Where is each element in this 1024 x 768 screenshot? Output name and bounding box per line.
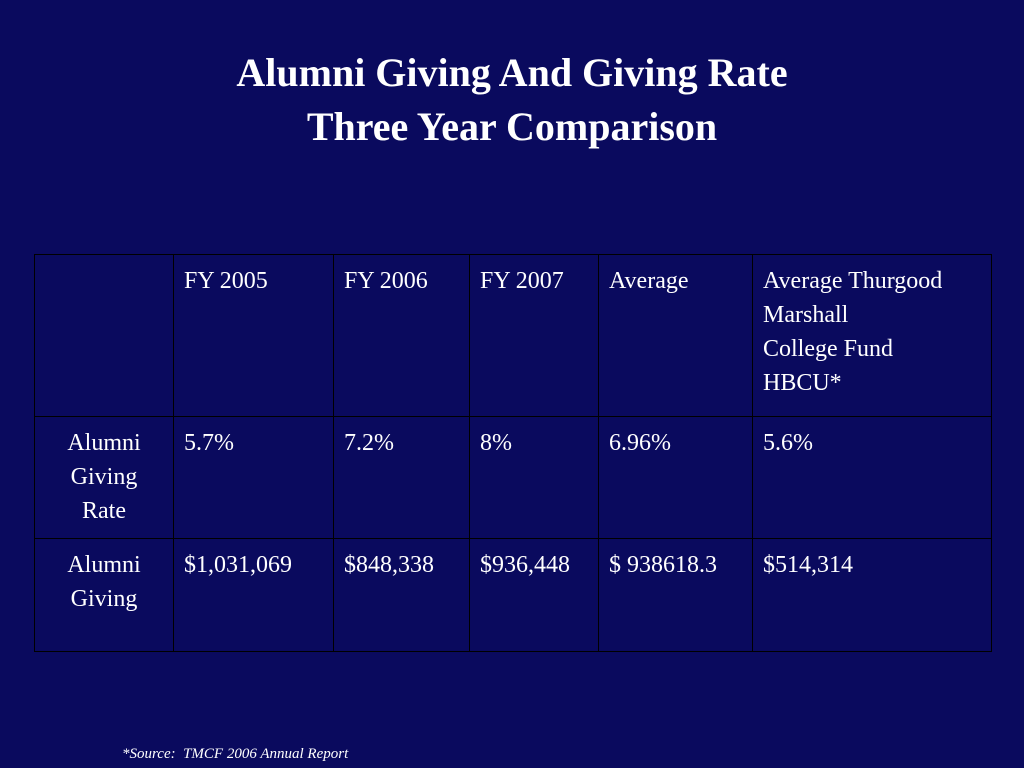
alumni-giving-label-line-1: Alumni (67, 552, 141, 578)
alumni-giving-label-line-2: Giving (70, 586, 138, 612)
giving-rate-hbcu: 5.6% (752, 416, 992, 539)
header-cell-blank (34, 254, 174, 417)
alumni-giving-fy2006: $848,338 (333, 538, 470, 652)
table-header-row: FY 2005 FY 2006 FY 2007 Average Average … (34, 254, 992, 417)
header-cell-fy2007: FY 2007 (469, 254, 599, 417)
header-cell-fy2005: FY 2005 (173, 254, 334, 417)
title-line-2: Three Year Comparison (306, 104, 718, 149)
giving-rate-label-line-2: Giving (70, 464, 138, 490)
source-footnote: *Source: TMCF 2006 Annual Report (122, 746, 349, 762)
alumni-giving-average: $ 938618.3 (598, 538, 753, 652)
giving-rate-average: 6.96% (598, 416, 753, 539)
giving-rate-label-line-3: Rate (82, 498, 126, 524)
alumni-giving-fy2007: $936,448 (469, 538, 599, 652)
hbcu-header-line-3: College Fund (763, 336, 893, 362)
hbcu-header-line-2: Marshall (763, 302, 849, 328)
giving-rate-fy2006: 7.2% (333, 416, 470, 539)
slide-title: Alumni Giving And Giving Rate Three Year… (0, 46, 1024, 154)
header-cell-fy2006: FY 2006 (333, 254, 470, 417)
comparison-table: FY 2005 FY 2006 FY 2007 Average Average … (34, 254, 992, 652)
table-row-giving-rate: Alumni Giving Rate 5.7% 7.2% 8% 6.96% 5.… (34, 416, 992, 539)
title-line-1: Alumni Giving And Giving Rate (236, 50, 788, 95)
giving-rate-label-line-1: Alumni (67, 430, 141, 456)
row-label-alumni-giving: Alumni Giving (34, 538, 174, 652)
table-row-alumni-giving: Alumni Giving $1,031,069 $848,338 $936,4… (34, 538, 992, 652)
row-label-giving-rate: Alumni Giving Rate (34, 416, 174, 539)
alumni-giving-hbcu: $514,314 (752, 538, 992, 652)
header-cell-hbcu: Average Thurgood Marshall College Fund H… (752, 254, 992, 417)
giving-rate-fy2005: 5.7% (173, 416, 334, 539)
hbcu-header-line-1: Average Thurgood (763, 268, 943, 294)
hbcu-header-line-4: HBCU* (763, 370, 842, 396)
giving-rate-fy2007: 8% (469, 416, 599, 539)
header-cell-average: Average (598, 254, 753, 417)
alumni-giving-fy2005: $1,031,069 (173, 538, 334, 652)
